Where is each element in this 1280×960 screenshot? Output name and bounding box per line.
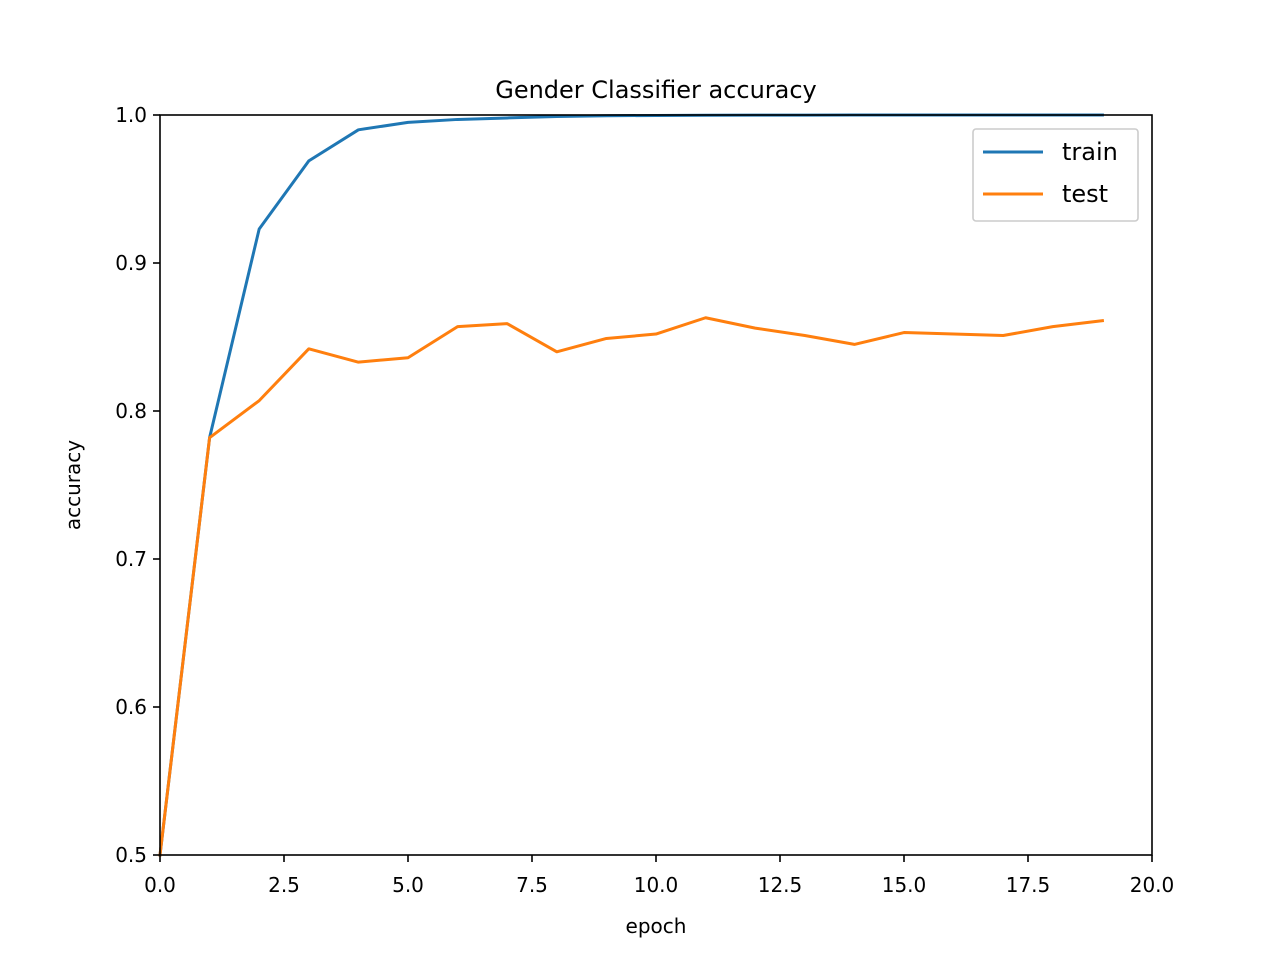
x-tick-label: 0.0 — [144, 873, 176, 897]
y-axis-ticks: 0.5 0.6 0.7 0.8 0.9 1.0 — [115, 103, 160, 867]
y-tick-label: 0.9 — [115, 251, 147, 275]
x-tick-label: 12.5 — [758, 873, 803, 897]
series-line-test — [158, 316, 1105, 857]
x-tick-label: 10.0 — [634, 873, 679, 897]
y-tick-label: 0.7 — [115, 547, 147, 571]
x-tick-label: 5.0 — [392, 873, 424, 897]
x-tick-label: 2.5 — [268, 873, 300, 897]
y-tick-label: 0.6 — [115, 695, 147, 719]
legend: train test — [972, 128, 1139, 222]
y-axis-label: accuracy — [61, 440, 85, 530]
y-tick-label: 0.8 — [115, 399, 147, 423]
x-axis-ticks: 0.0 2.5 5.0 7.5 10.0 12.5 15.0 17.5 20.0 — [144, 855, 1174, 897]
y-tick-label: 0.5 — [115, 843, 147, 867]
x-tick-label: 20.0 — [1130, 873, 1175, 897]
x-axis-label: epoch — [626, 914, 687, 938]
legend-train-label: train — [1062, 138, 1118, 166]
x-tick-label: 17.5 — [1006, 873, 1051, 897]
chart-title: Gender Classifier accuracy — [495, 76, 817, 104]
y-tick-label: 1.0 — [115, 103, 147, 127]
legend-test-label: test — [1062, 180, 1108, 208]
x-tick-label: 15.0 — [882, 873, 927, 897]
x-tick-label: 7.5 — [516, 873, 548, 897]
